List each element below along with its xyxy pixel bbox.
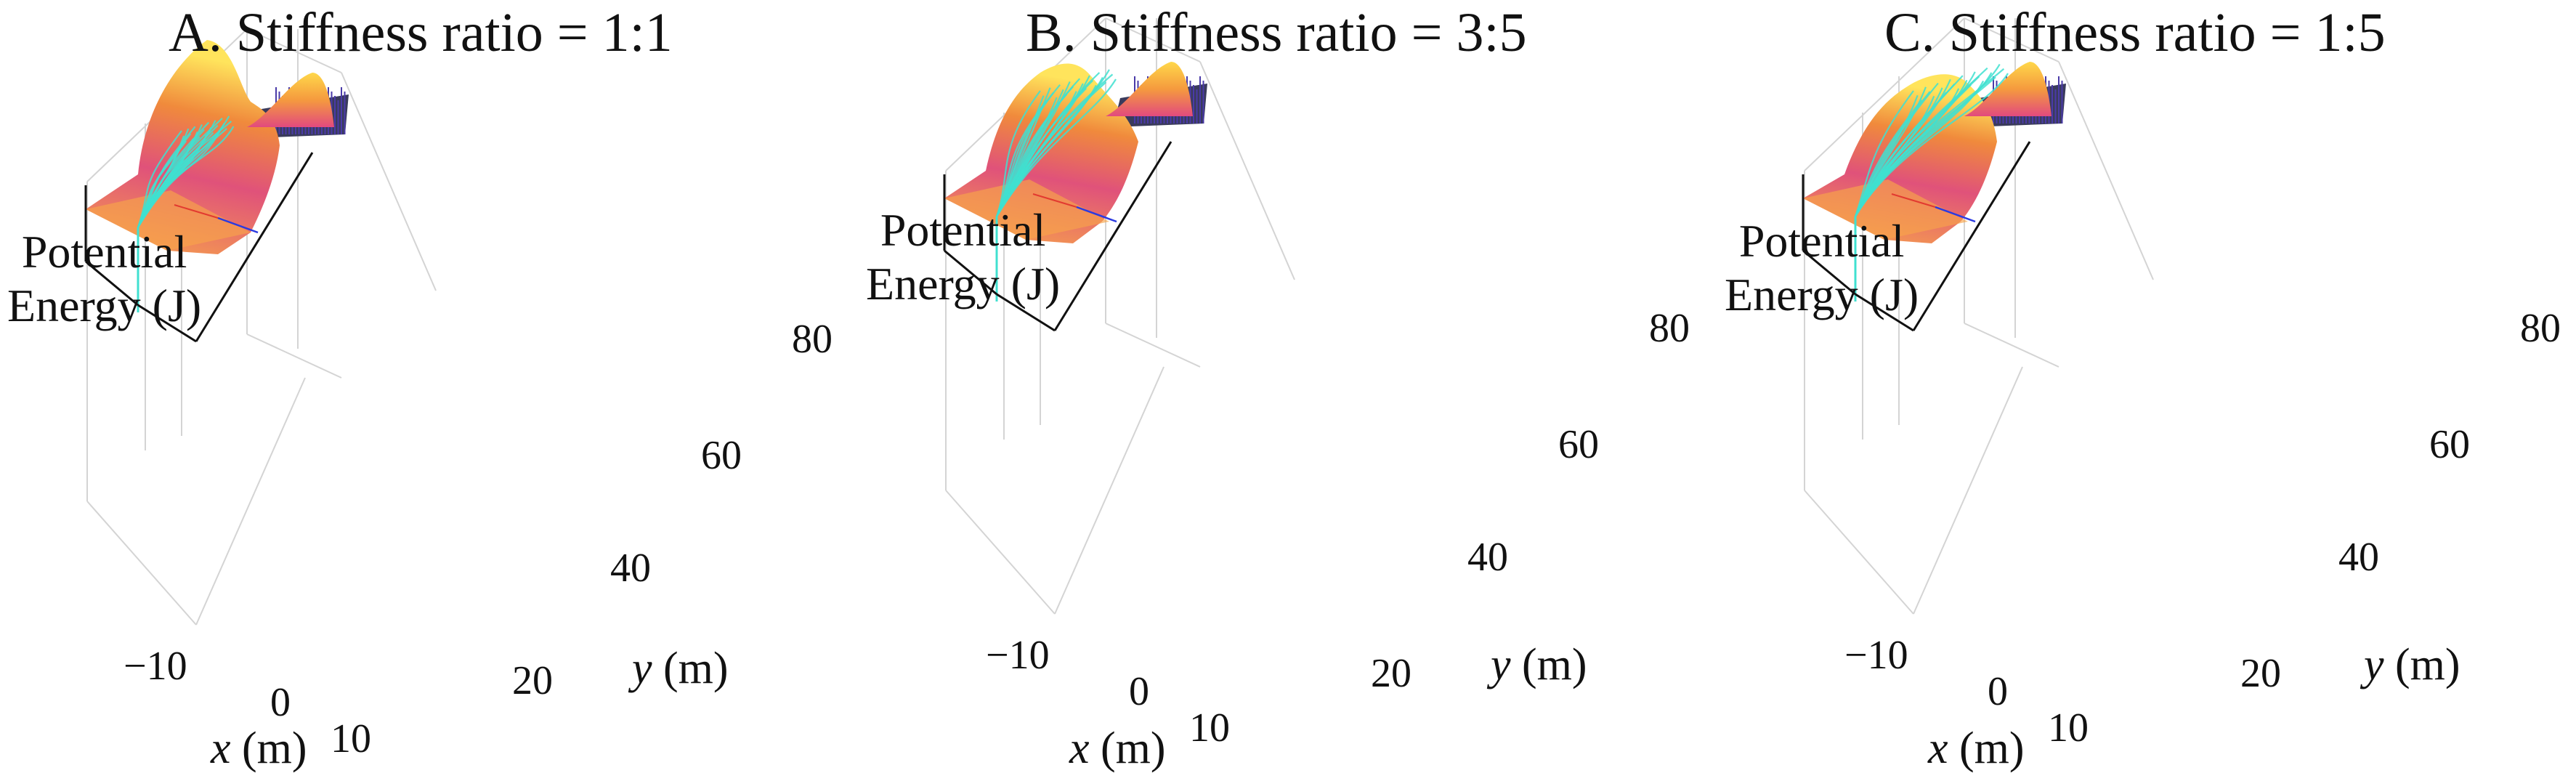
panel-c: C. Stiffness ratio = 1:5 Potential Energ… [1717,0,2576,781]
grid-line [1105,17,1201,62]
trajectory [1854,90,1914,217]
grid-line [246,28,342,73]
panel-b: B. Stiffness ratio = 3:5 Potential Energ… [859,0,1717,781]
axis-line [1802,249,1856,296]
x-tick-label: 10 [331,716,371,761]
y-axis-label: y (m) [2364,640,2460,689]
grid-line [2058,61,2154,280]
trajectory [1855,68,2005,217]
grid-line [1804,490,1914,615]
ref-line-blue [217,217,259,234]
ref-line-red [1891,193,1936,208]
grid-line [341,72,437,291]
y-tick-label: 20 [2240,651,2281,696]
grid-line [1105,323,1201,368]
y-tick-label: 60 [701,433,742,478]
z-axis-label: Potential Energy (J) [1725,215,1919,320]
x-axis-label: x (m) [1928,724,2025,773]
y-tick-label: 80 [1649,306,1690,351]
axis-line [85,260,139,307]
panel-title: B. Stiffness ratio = 3:5 [1026,2,1527,63]
x-tick-label: 0 [1129,669,1149,714]
x-tick-label: −10 [986,633,1050,678]
ref-line-blue [1076,206,1117,223]
x-tick-label: 10 [1189,705,1230,750]
grid-line [1054,366,1165,615]
y-axis-label: y (m) [632,644,729,693]
y-tick-label: 80 [2520,306,2561,351]
ref-line-blue [1935,206,1976,223]
y-tick-label: 40 [2338,535,2379,580]
front-plane [1803,179,1968,240]
axis-line [137,304,197,343]
x-tick-label: −10 [123,644,187,689]
z-axis-label: Potential Energy (J) [7,226,202,331]
trajectory [996,73,1114,217]
energy-ridge [1964,62,2052,116]
trajectory [996,78,1117,217]
x-tick-label: 0 [1988,669,2008,714]
trajectory [137,121,232,228]
energy-ridge [1106,62,1193,116]
y-axis-label: y (m) [1491,640,1587,689]
x-tick-label: 10 [2048,705,2089,750]
y-tick-label: 20 [1371,651,1411,696]
y-tick-label: 40 [610,546,651,591]
grid-line [195,377,306,626]
axis-line [195,152,314,342]
axis-line [996,293,1056,332]
trajectory [1855,73,2009,217]
surface-plot-a [84,28,437,626]
panel-a: A. Stiffness ratio = 1:1 Potential Energ… [0,0,859,781]
x-tick-label: 0 [270,680,291,725]
axis-line [1912,141,2031,331]
panel-title: C. Stiffness ratio = 1:5 [1884,2,2386,63]
ref-line-red [1032,193,1077,208]
trajectory [137,126,235,228]
surface-plot-c [1802,17,2154,615]
grid-line [1964,323,2059,368]
grid-line [246,333,342,379]
grid-line [1199,61,1295,280]
axis-line [944,249,997,296]
x-axis-label: x (m) [1069,724,1166,773]
grid-line [1964,17,2059,62]
y-tick-label: 60 [2429,422,2470,467]
z-axis-label: Potential Energy (J) [866,204,1061,309]
grid-line [1913,366,2023,615]
grid-line [86,501,197,626]
x-tick-label: −10 [1844,633,1908,678]
y-tick-label: 80 [792,317,833,362]
front-plane [86,190,251,251]
energy-ridge [247,73,334,127]
y-tick-label: 20 [512,658,553,703]
y-tick-label: 40 [1467,535,1508,580]
surface-plot-b [943,17,1295,615]
axis-line [1053,141,1172,331]
axis-line [1855,293,1914,332]
x-axis-label: x (m) [211,724,307,773]
front-plane [944,179,1109,240]
grid-line [1804,17,1965,171]
grid-line [945,490,1056,615]
y-tick-label: 60 [1558,422,1599,467]
panel-title: A. Stiffness ratio = 1:1 [169,2,673,63]
ref-line-red [174,204,219,219]
